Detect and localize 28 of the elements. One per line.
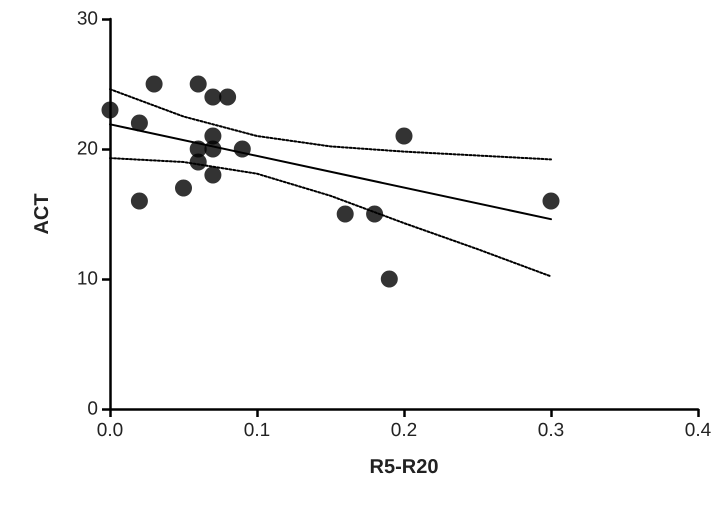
point [102,102,118,118]
point [396,128,412,144]
x-tick-label: 0.4 [684,420,712,441]
point [219,88,236,106]
y-tick-label: 20 [76,138,98,160]
point [204,140,222,158]
point [190,154,207,170]
point [130,114,148,132]
x-tick-label: 0.0 [96,420,124,441]
x-tick-label: 0.1 [244,420,270,441]
point [175,180,192,196]
y-tick-label: 30 [76,8,98,30]
point [146,76,163,92]
x-tick-label: 0.3 [538,420,564,441]
x-axis-title: R5-R20 [370,456,438,478]
y-tick-label: 0 [87,398,98,420]
point [130,192,148,210]
point [190,76,207,92]
y-tick-label: 10 [76,268,98,290]
y-axis-title: ACT [31,193,53,235]
x-tick-label: 0.2 [390,420,418,441]
point [542,192,560,210]
point [204,166,222,184]
point [366,206,384,222]
point [336,206,354,222]
point [234,140,251,158]
point [204,88,222,106]
point [380,270,398,288]
